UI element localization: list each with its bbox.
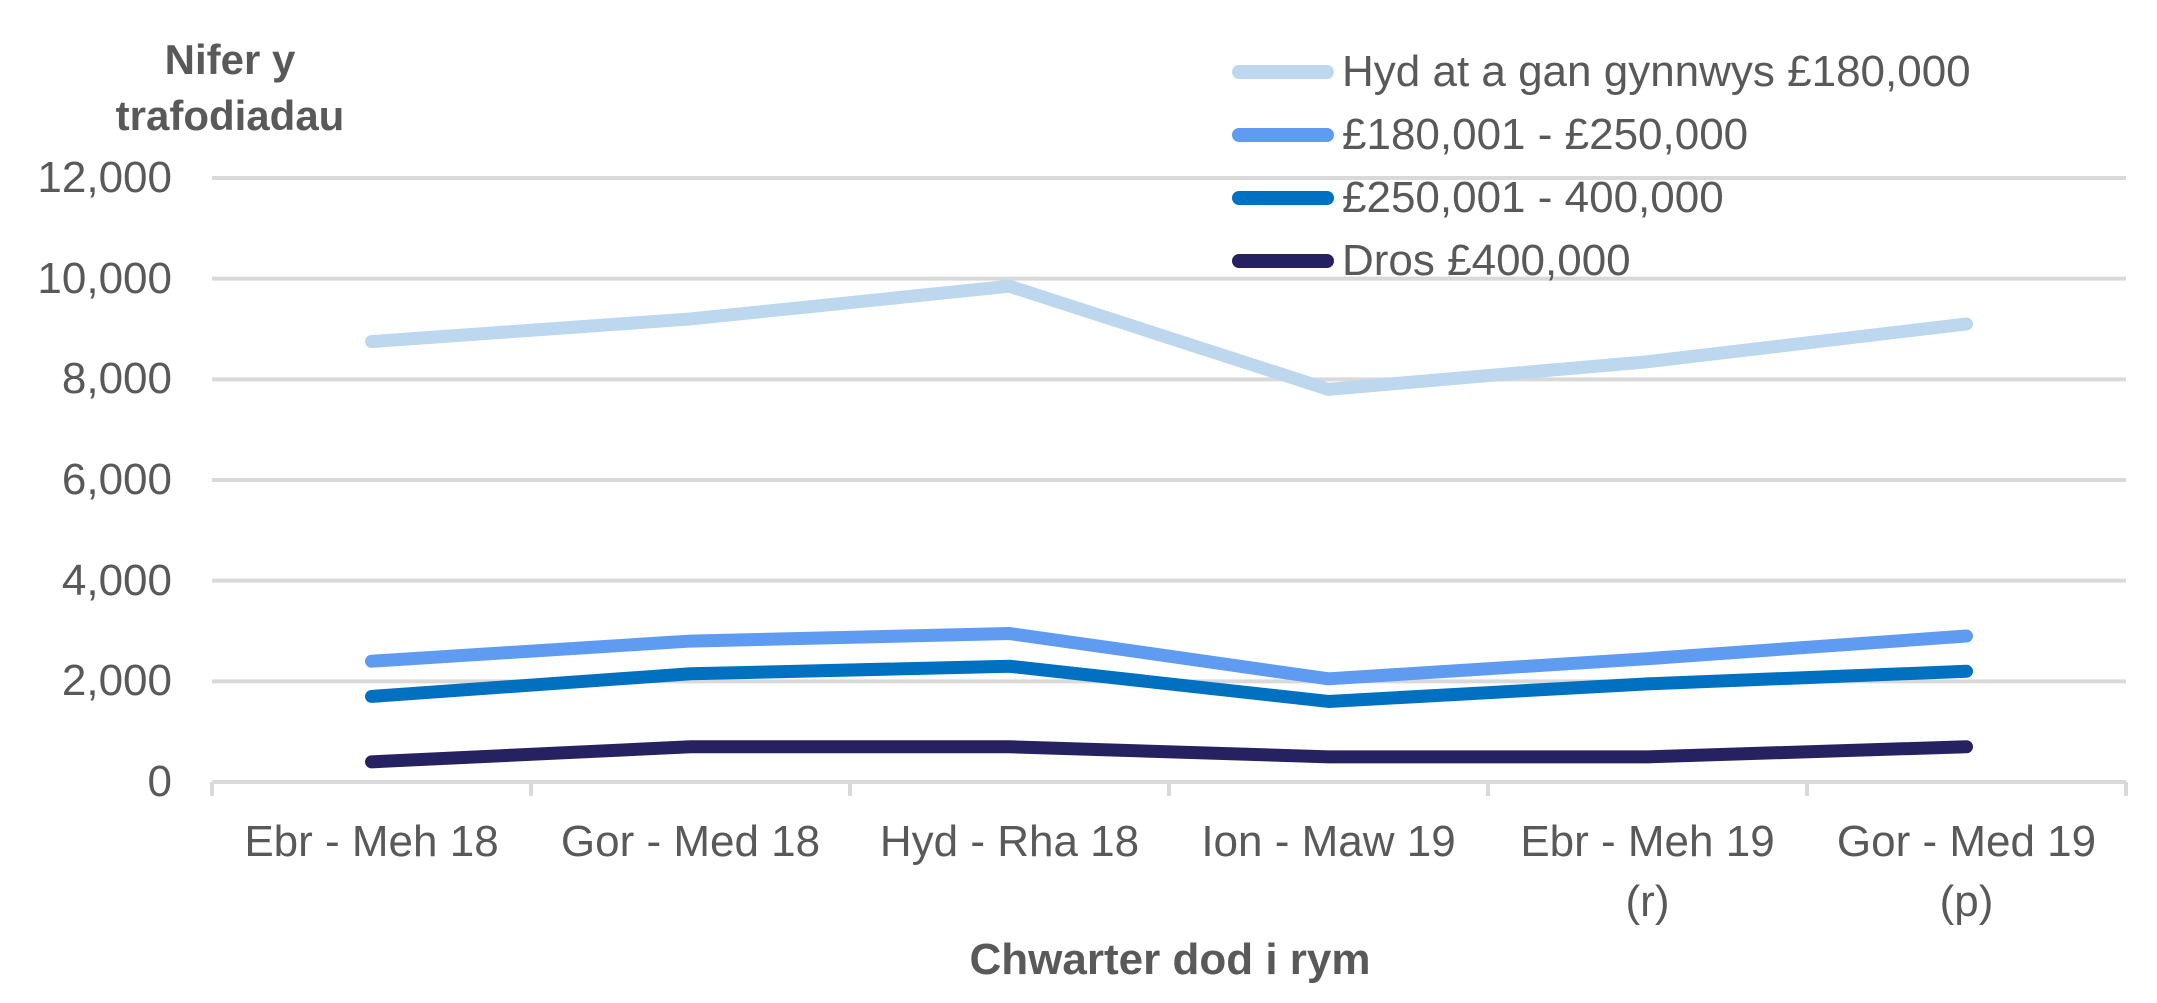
series-line [365, 659, 1973, 708]
legend-swatch-icon [1232, 127, 1334, 142]
legend-item: Dros £400,000 [1232, 229, 1971, 292]
legend: Hyd at a gan gynnwys £180,000 £180,001 -… [1232, 40, 1971, 292]
x-tick-label: Gor - Med 18 [560, 817, 821, 866]
y-axis-title-line-1: Nifer y [164, 36, 296, 83]
legend-swatch-icon [1232, 190, 1334, 205]
x-axis [210, 780, 2128, 796]
y-tick-label: 4,000 [61, 555, 172, 605]
legend-label: Dros £400,000 [1342, 235, 1631, 285]
legend-item: Hyd at a gan gynnwys £180,000 [1232, 40, 1971, 103]
legend-label: Hyd at a gan gynnwys £180,000 [1342, 46, 1971, 96]
legend-swatch-icon [1232, 64, 1334, 79]
x-axis-title: Chwarter dod i rym [969, 935, 1371, 984]
x-tick-label: Ebr - Meh 19 (r) [1520, 817, 1775, 926]
y-tick-label: 12,000 [37, 153, 172, 202]
legend-label: £180,001 - £250,000 [1342, 109, 1749, 159]
legend-item: £250,001 - 400,000 [1232, 166, 1971, 229]
series-line [365, 627, 1973, 686]
series-lines [365, 279, 1973, 769]
legend-label: £250,001 - 400,000 [1342, 172, 1724, 222]
y-tick-label: 10,000 [37, 253, 172, 303]
series-line [365, 279, 1973, 396]
y-tick-label: 0 [147, 757, 172, 806]
legend-item: £180,001 - £250,000 [1232, 103, 1971, 166]
x-tick-label: Ebr - Meh 18 [244, 817, 499, 866]
x-tick-label: Ion - Maw 19 [1201, 817, 1456, 866]
x-tick-label: Hyd - Rha 18 [879, 817, 1140, 866]
y-axis-title-line-2: trafodiadau [115, 92, 345, 139]
y-tick-label: 8,000 [61, 354, 172, 404]
series-line [365, 740, 1973, 769]
y-tick-label: 6,000 [61, 455, 172, 504]
y-tick-label: 2,000 [61, 656, 172, 706]
y-axis-title: Nifer y trafodiadau [60, 32, 400, 144]
x-tick-label: Gor - Med 19 (p) [1836, 817, 2097, 926]
legend-swatch-icon [1232, 253, 1334, 268]
